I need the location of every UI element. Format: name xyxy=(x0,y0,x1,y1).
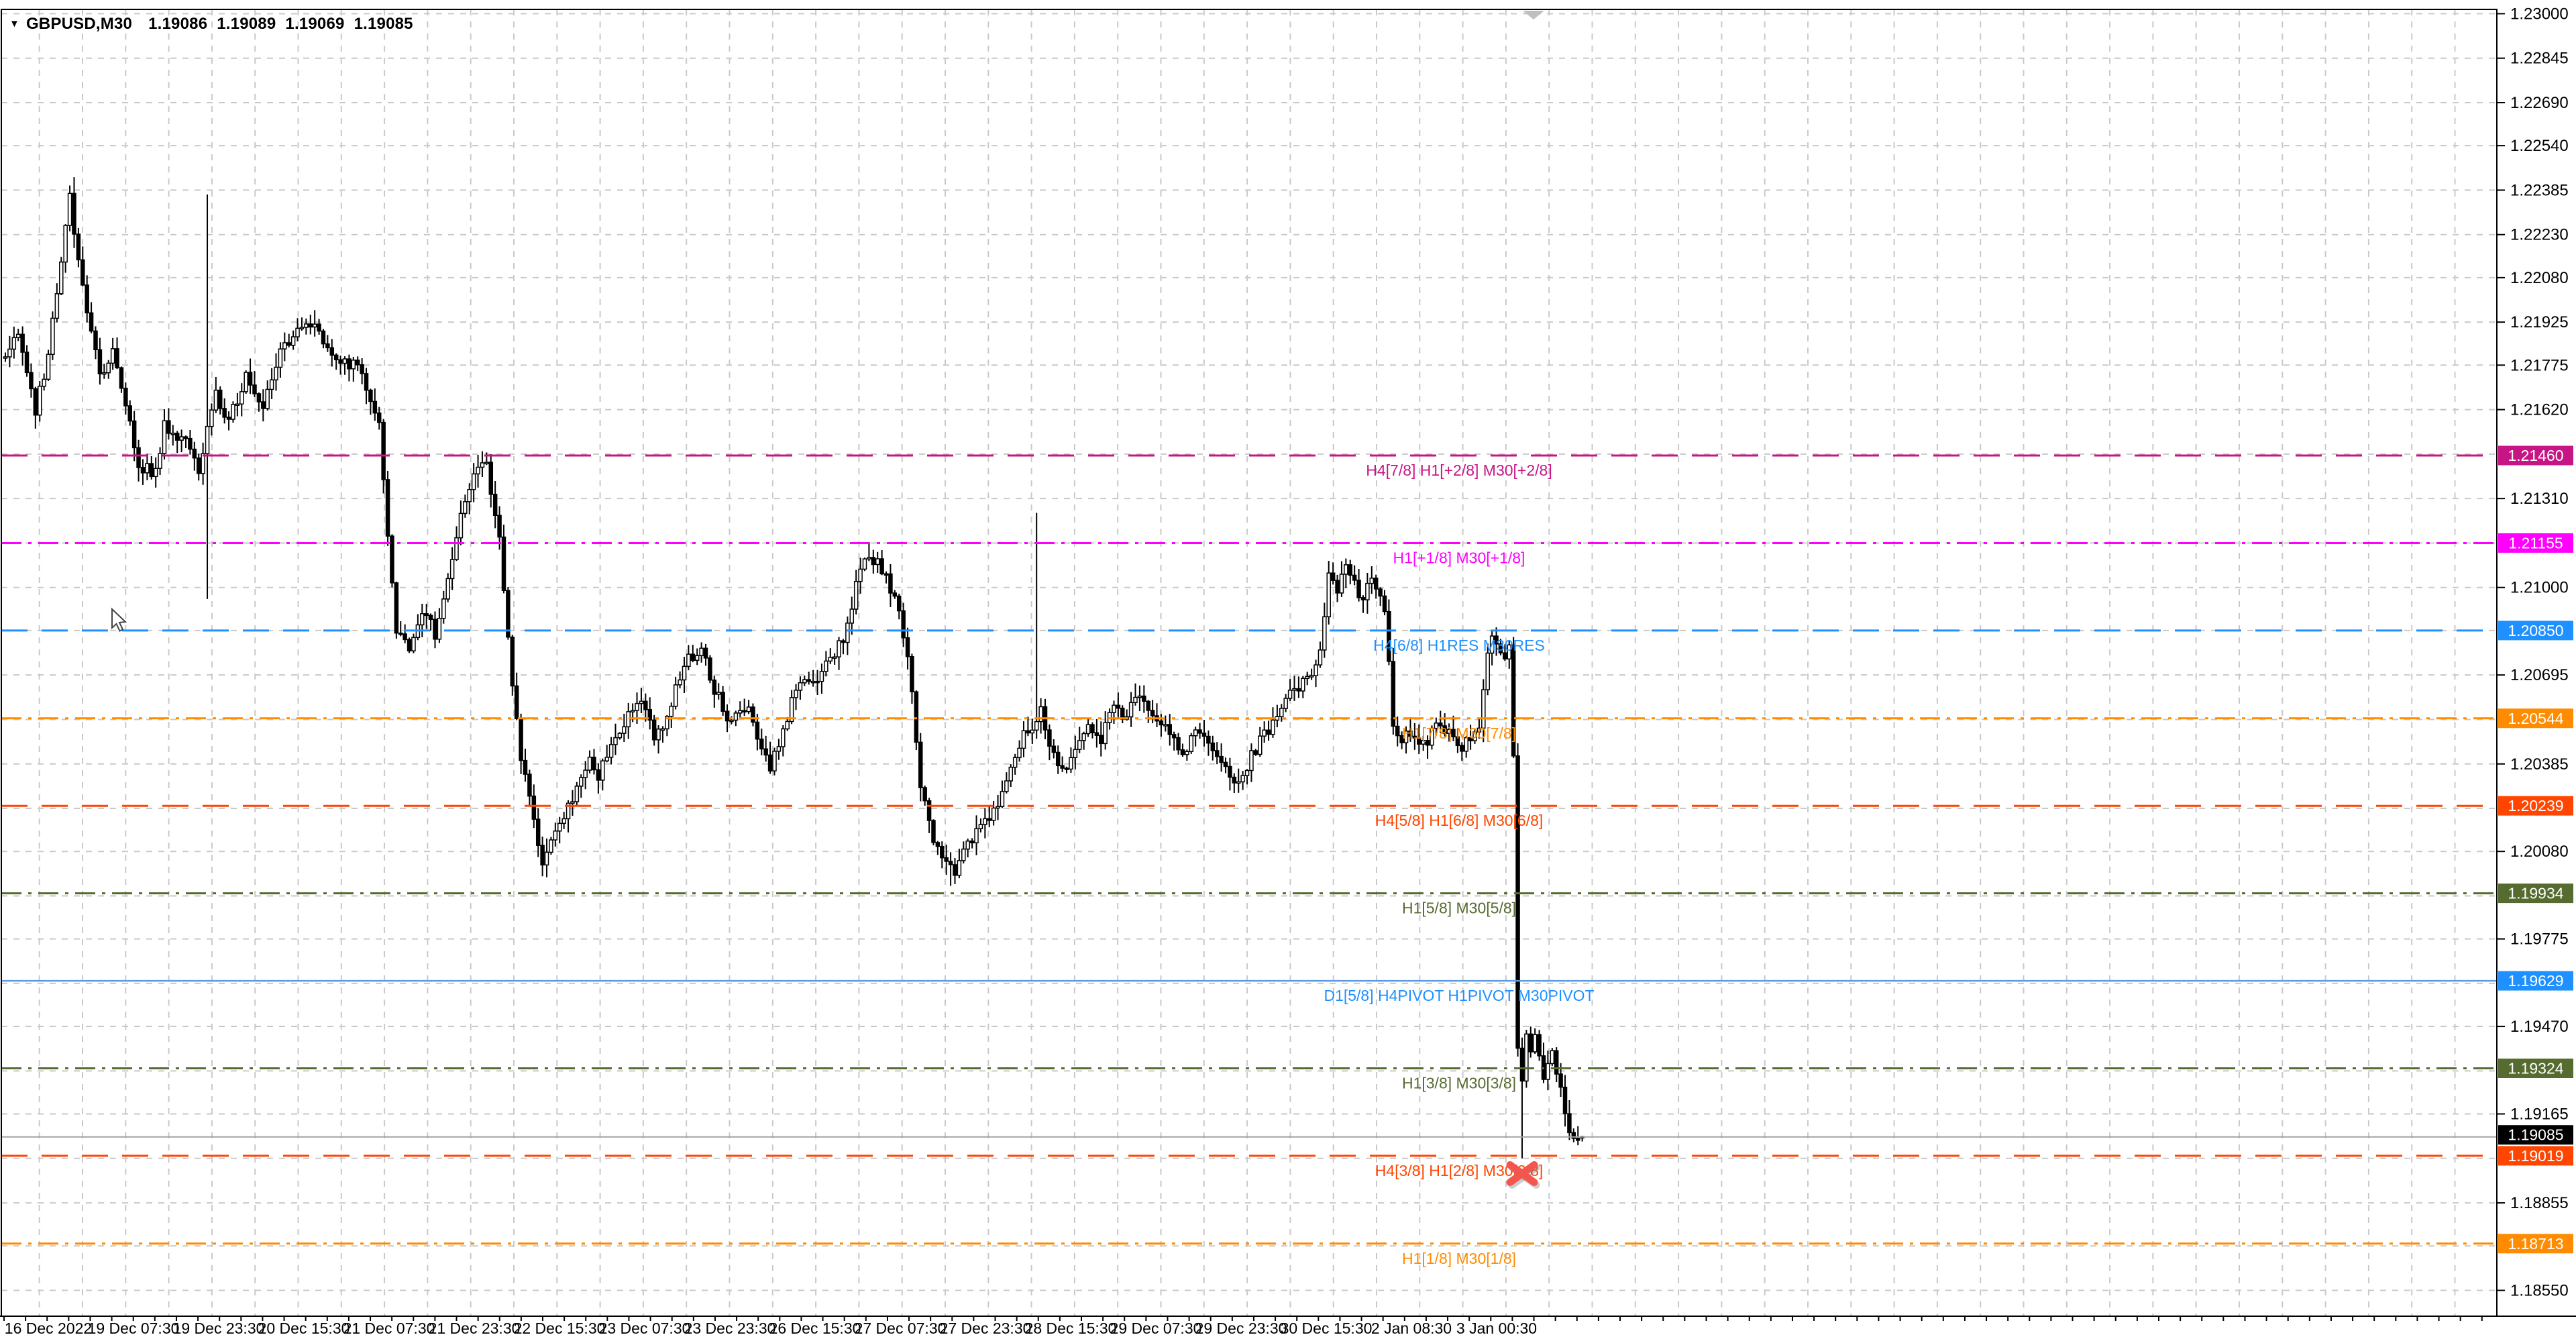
chart-border xyxy=(1,9,2498,1317)
price-tick-label: 1.21620 xyxy=(2510,401,2569,419)
price-tick-label: 1.19775 xyxy=(2510,930,2569,949)
price-tick-label: 1.18855 xyxy=(2510,1194,2569,1212)
time-tick-label: 21 Dec 23:30 xyxy=(429,1320,521,1337)
time-tick-label: 29 Dec 23:30 xyxy=(1195,1320,1287,1337)
price-tick-label: 1.19470 xyxy=(2510,1018,2569,1036)
title-close: 1.19085 xyxy=(354,15,413,33)
price-axis-strip[interactable] xyxy=(2497,9,2576,1316)
title-symbol-period: GBPUSD,M30 xyxy=(26,15,133,33)
candles-layer xyxy=(3,177,1585,1159)
mouse-cursor-icon xyxy=(111,607,127,632)
level-label[interactable]: H4[7/8] H1[+2/8] M30[+2/8] xyxy=(1366,462,1552,479)
level-label[interactable]: H1[7/8] M30[7/8] xyxy=(1402,725,1516,742)
level-label[interactable]: D1[5/8] H4PIVOT H1PIVOT M30PIVOT xyxy=(1324,987,1594,1004)
price-tick-label: 1.20695 xyxy=(2510,666,2569,684)
time-tick-label: 19 Dec 07:30 xyxy=(88,1320,180,1337)
price-badge: 1.20544 xyxy=(2498,708,2573,729)
price-tick-label: 1.20385 xyxy=(2510,755,2569,773)
text-label: 1.19629 xyxy=(2508,972,2563,989)
text-label: 1.20239 xyxy=(2508,797,2563,814)
text-label: 1.20544 xyxy=(2508,710,2563,727)
chart-shift-marker-icon[interactable] xyxy=(1523,11,1544,19)
text-label: 1.19085 xyxy=(2508,1126,2563,1144)
price-badge: 1.19629 xyxy=(2498,971,2573,991)
time-tick-label: 27 Dec 07:30 xyxy=(855,1320,947,1337)
time-tick-label: 30 Dec 15:30 xyxy=(1281,1320,1373,1337)
time-tick-label: 2 Jan 08:30 xyxy=(1371,1320,1452,1337)
price-badge: 1.19019 xyxy=(2498,1146,2573,1166)
price-tick-label: 1.21775 xyxy=(2510,356,2569,374)
price-tick-label: 1.18550 xyxy=(2510,1282,2569,1300)
level-label[interactable]: H1[5/8] M30[5/8] xyxy=(1402,900,1516,917)
sell-cross-marker[interactable] xyxy=(1506,1161,1540,1189)
price-badge: 1.21460 xyxy=(2498,445,2573,466)
time-axis-strip[interactable] xyxy=(0,1316,2576,1339)
time-tick-label: 19 Dec 23:30 xyxy=(173,1320,265,1337)
text-label: 1.21155 xyxy=(2508,534,2563,551)
price-tick-label: 1.21925 xyxy=(2510,313,2569,331)
time-tick-label: 28 Dec 15:30 xyxy=(1025,1320,1117,1337)
text-label: 1.20850 xyxy=(2508,622,2563,639)
chart-plot-area[interactable] xyxy=(1,9,2497,1316)
text-label: 1.21460 xyxy=(2508,447,2563,464)
level-label[interactable]: H4[6/8] H1RES M30RES xyxy=(1373,637,1545,654)
level-label[interactable]: H4[5/8] H1[6/8] M30[6/8] xyxy=(1375,812,1544,829)
price-tick-label: 1.22690 xyxy=(2510,94,2569,112)
time-tick-label: 16 Dec 2022 xyxy=(5,1320,92,1337)
price-tick-label: 1.21000 xyxy=(2510,579,2569,597)
time-tick-label: 20 Dec 15:30 xyxy=(258,1320,350,1337)
title-open: 1.19086 xyxy=(148,15,208,33)
time-tick-label: 23 Dec 07:30 xyxy=(599,1320,691,1337)
title-dropdown-icon[interactable]: ▼ xyxy=(9,17,20,30)
price-badge: 1.19324 xyxy=(2498,1059,2573,1079)
price-tick-label: 1.22385 xyxy=(2510,181,2569,199)
price-tick-label: 1.22845 xyxy=(2510,50,2569,68)
text-label: 1.19324 xyxy=(2508,1060,2563,1077)
text-label: 1.18713 xyxy=(2508,1235,2563,1252)
time-tick-label: 27 Dec 23:30 xyxy=(940,1320,1032,1337)
time-tick-label: 26 Dec 15:30 xyxy=(769,1320,861,1337)
price-badge: 1.19085 xyxy=(2498,1125,2573,1145)
time-tick-label: 23 Dec 23:30 xyxy=(684,1320,776,1337)
price-badge: 1.18713 xyxy=(2498,1234,2573,1254)
title-high: 1.19089 xyxy=(217,15,276,33)
time-tick-label: 29 Dec 07:30 xyxy=(1110,1320,1202,1337)
price-tick-label: 1.22540 xyxy=(2510,137,2569,155)
price-tick-label: 1.20080 xyxy=(2510,843,2569,861)
price-badge: 1.20239 xyxy=(2498,796,2573,816)
title-low: 1.19069 xyxy=(285,15,345,33)
time-tick-label: 3 Jan 00:30 xyxy=(1456,1320,1537,1337)
price-tick-label: 1.23000 xyxy=(2510,5,2569,23)
time-tick-label: 21 Dec 07:30 xyxy=(343,1320,435,1337)
text-label: 1.19019 xyxy=(2508,1147,2563,1165)
time-tick-label: 22 Dec 15:30 xyxy=(514,1320,606,1337)
level-label[interactable]: H1[1/8] M30[1/8] xyxy=(1402,1250,1516,1267)
price-tick-label: 1.22080 xyxy=(2510,269,2569,287)
price-tick-label: 1.22230 xyxy=(2510,226,2569,244)
level-lines[interactable]: H4[7/8] H1[+2/8] M30[+2/8] H1[+1/8] M30[+… xyxy=(1,454,2497,1267)
price-badge: 1.21155 xyxy=(2498,533,2573,553)
price-badge: 1.19934 xyxy=(2498,883,2573,904)
level-label[interactable]: H1[3/8] M30[3/8] xyxy=(1402,1075,1516,1092)
price-tick-label: 1.19165 xyxy=(2510,1105,2569,1123)
price-tick-label: 1.21310 xyxy=(2510,490,2569,508)
text-label: 1.19934 xyxy=(2508,885,2563,902)
title-ohlc: 1.19086 1.19089 1.19069 1.19085 xyxy=(148,15,413,34)
price-badge: 1.20850 xyxy=(2498,621,2573,641)
level-label[interactable]: H1[+1/8] M30[+1/8] xyxy=(1393,549,1525,566)
chart-title: ▼ GBPUSD,M30 1.19086 1.19089 1.19069 1.1… xyxy=(9,15,413,34)
price-axis[interactable]: 1.23000 1.22845 1.22690 1.22540 1.22385 1.222… xyxy=(2496,5,2576,1316)
